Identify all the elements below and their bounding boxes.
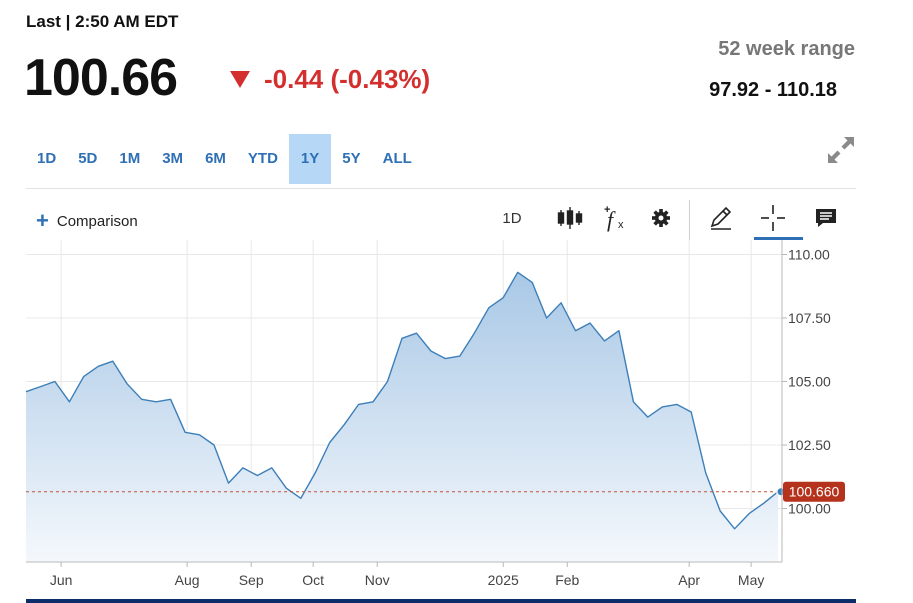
plus-icon: + bbox=[36, 208, 49, 233]
last-price: 100.66 bbox=[24, 49, 178, 107]
gear-icon[interactable] bbox=[648, 202, 674, 234]
comment-icon[interactable] bbox=[812, 202, 840, 234]
bottom-accent-bar bbox=[26, 599, 856, 603]
price-change-value: -0.44 (-0.43%) bbox=[264, 64, 431, 94]
fx-icon[interactable]: + f x bbox=[601, 202, 629, 234]
comparison-button[interactable]: + Comparison bbox=[36, 208, 138, 233]
x-tick-label-1: Aug bbox=[175, 572, 200, 588]
y-tick-label-3: 102.50 bbox=[788, 437, 831, 453]
tab-5y[interactable]: 5Y bbox=[342, 150, 361, 167]
x-tick-label-4: Nov bbox=[365, 572, 390, 588]
x-tick-label-6: Feb bbox=[555, 572, 579, 588]
price-line bbox=[25, 271, 779, 530]
tab-all[interactable]: ALL bbox=[382, 150, 412, 167]
candlestick-icon[interactable] bbox=[556, 202, 584, 234]
svg-text:f: f bbox=[607, 207, 616, 232]
x-tick-label-0: Jun bbox=[50, 572, 73, 588]
crosshair-icon[interactable] bbox=[758, 202, 788, 234]
range-label: 52 week range bbox=[718, 38, 855, 60]
x-tick-label-7: Apr bbox=[678, 572, 700, 588]
interval-button[interactable]: 1D bbox=[502, 209, 522, 227]
last-value-badge bbox=[783, 481, 845, 502]
tab-1d[interactable]: 1D bbox=[37, 150, 57, 167]
tab-6m[interactable]: 6M bbox=[205, 150, 226, 167]
x-tick-label-8: May bbox=[738, 572, 764, 588]
price-area bbox=[26, 272, 778, 562]
svg-text:+: + bbox=[604, 204, 610, 216]
header-divider bbox=[26, 188, 856, 189]
x-tick-label-3: Oct bbox=[302, 572, 324, 588]
last-value-label: 100.660 bbox=[789, 484, 840, 500]
tab-1m[interactable]: 1M bbox=[119, 150, 141, 167]
comparison-label: Comparison bbox=[56, 212, 138, 230]
x-tick-label-5: 2025 bbox=[488, 572, 519, 588]
tab-3m[interactable]: 3M bbox=[162, 150, 184, 167]
toolbar-divider bbox=[689, 200, 690, 240]
tab-5d[interactable]: 5D bbox=[78, 150, 98, 167]
price-change: -0.44 (-0.43%) bbox=[230, 64, 430, 95]
y-tick-label-4: 100.00 bbox=[788, 501, 831, 517]
price-chart[interactable]: 100.660 110.00 107.50 105.00 102.50 100.00 Jun… bbox=[0, 240, 913, 596]
y-tick-label-1: 107.50 bbox=[788, 310, 831, 326]
range-value: 97.92 - 110.18 bbox=[709, 79, 837, 101]
range-tabs: 1D 5D 1M 3M 6M YTD 1Y 5Y ALL bbox=[26, 134, 423, 184]
pencil-icon[interactable] bbox=[706, 202, 734, 234]
down-arrow-icon bbox=[230, 71, 250, 88]
last-trade-time: Last | 2:50 AM EDT bbox=[26, 12, 179, 31]
expand-icon[interactable] bbox=[825, 134, 857, 166]
active-tool-indicator bbox=[754, 237, 803, 240]
y-tick-label-2: 105.00 bbox=[788, 374, 831, 390]
x-tick-label-2: Sep bbox=[239, 572, 264, 588]
tab-1y[interactable]: 1Y bbox=[288, 134, 332, 184]
svg-text:x: x bbox=[618, 219, 624, 231]
y-tick-label-0: 110.00 bbox=[788, 247, 830, 263]
tab-ytd[interactable]: YTD bbox=[247, 150, 278, 167]
